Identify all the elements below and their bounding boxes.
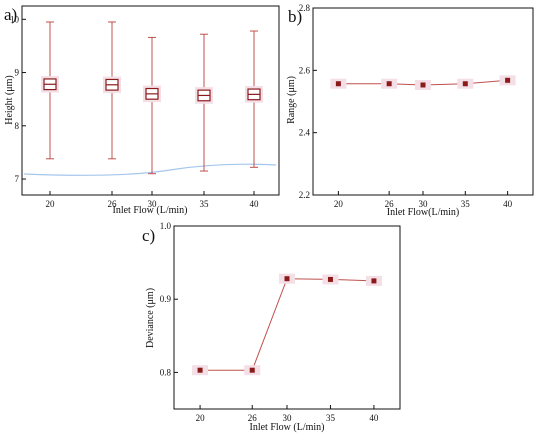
- y-tick-label: 10: [10, 14, 20, 24]
- data-point-40: [371, 278, 377, 284]
- panel-c-y-axis-label: Deviance (μm): [145, 288, 156, 348]
- panel-a-box-plot: a) 7 8 9 10 20 26 30 35 40 Inlet Flow (L/min) H…: [4, 5, 280, 216]
- x-tick-label: 35: [326, 413, 336, 423]
- y-tick-label: 9: [15, 68, 20, 78]
- panel-b-y-axis-label: Range (μm): [286, 76, 297, 124]
- panel-c-marks: [192, 273, 382, 376]
- data-point-35: [327, 276, 333, 282]
- panel-a-y-axis-label: Height (μm): [4, 75, 15, 125]
- data-point-30: [284, 276, 290, 282]
- x-tick-label: 30: [148, 199, 158, 209]
- x-tick-label: 40: [250, 199, 260, 209]
- y-tick-label: 8: [15, 121, 20, 131]
- data-point-20: [197, 367, 203, 373]
- panel-b-x-axis-label: Inlet Flow(L/min): [387, 207, 460, 218]
- box-40: [245, 30, 263, 168]
- series-line: [200, 278, 374, 371]
- panel-a-marks: [23, 21, 277, 176]
- box-26: [103, 21, 121, 160]
- panel-b-frame: [312, 7, 534, 196]
- panel-b-letter: b): [288, 7, 302, 26]
- x-tick-label: 20: [46, 199, 56, 209]
- panel-b-x-ticks: 20 26 30 35 40: [334, 191, 513, 209]
- box-20: [41, 21, 59, 160]
- y-tick-label: 1.0: [160, 221, 172, 231]
- x-tick-label: 20: [334, 199, 344, 209]
- x-tick-label: 26: [108, 199, 118, 209]
- data-point-30: [420, 82, 426, 88]
- data-point-35: [462, 81, 468, 87]
- y-tick-label: 0.9: [160, 294, 172, 304]
- x-tick-label: 20: [196, 413, 206, 423]
- x-tick-label: 35: [200, 199, 210, 209]
- data-point-26: [386, 81, 392, 87]
- box-35: [195, 33, 213, 172]
- y-tick-label: 7: [15, 174, 20, 184]
- box-30: [143, 36, 161, 175]
- panel-b-line-chart: b) 2.2 2.4 2.6 2.8 20 26 30 35 40 Inlet Flow(L/…: [286, 3, 534, 218]
- panel-c-y-ticks: 0.8 0.9 1.0: [160, 221, 178, 377]
- data-point-20: [335, 81, 341, 87]
- y-tick-label: 0.8: [160, 367, 172, 377]
- panel-a-y-ticks: 7 8 9 10: [10, 14, 26, 184]
- data-point-26: [249, 367, 255, 373]
- data-point-40: [505, 77, 511, 83]
- x-tick-label: 30: [419, 199, 429, 209]
- y-tick-label: 2.4: [299, 128, 311, 138]
- panel-a-frame: [21, 5, 280, 196]
- x-tick-label: 30: [283, 413, 293, 423]
- x-tick-label: 26: [385, 199, 395, 209]
- panel-b-marks: [330, 75, 516, 90]
- panel-a-x-axis-label: Inlet Flow (L/min): [113, 205, 188, 216]
- x-tick-label: 35: [461, 199, 471, 209]
- panel-c-x-ticks: 20 26 30 35 40: [196, 405, 379, 423]
- x-tick-label: 26: [248, 413, 258, 423]
- panel-a-letter: a): [4, 5, 17, 24]
- y-tick-label: 2.6: [299, 65, 311, 75]
- y-tick-label: 2.8: [299, 3, 311, 13]
- y-tick-label: 2.2: [299, 190, 310, 200]
- panel-b-y-ticks: 2.2 2.4 2.6 2.8: [299, 3, 317, 200]
- panel-c-line-chart: c) 0.8 0.9 1.0 20 26 30 35 40 Inlet Flow (L/mi…: [142, 221, 401, 433]
- x-tick-label: 40: [369, 413, 379, 423]
- panel-c-frame: [173, 225, 401, 410]
- x-tick-label: 40: [503, 199, 513, 209]
- panel-c-x-axis-label: Inlet Flow (L/min): [250, 422, 325, 433]
- cyan-trace: [23, 163, 277, 176]
- panel-c-letter: c): [142, 226, 155, 245]
- panel-a-x-ticks: 20 26 30 35 40: [46, 191, 260, 209]
